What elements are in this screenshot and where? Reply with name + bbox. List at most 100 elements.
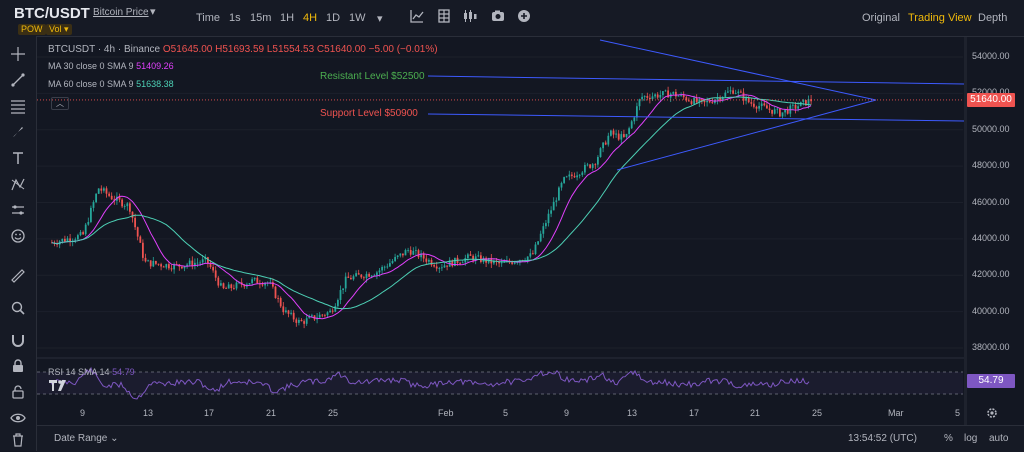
time-tick-label: 17 — [689, 408, 700, 418]
pattern-icon[interactable] — [10, 176, 26, 192]
triangle-lower-line — [616, 99, 877, 171]
legend-change: −5.00 (−0.01%) — [368, 44, 438, 55]
price-chart[interactable] — [37, 37, 967, 425]
timeframe-1s[interactable]: 1s — [229, 12, 241, 24]
candle-body — [708, 100, 711, 103]
ma30-legend[interactable]: MA 30 close 0 SMA 9 51409.26 — [48, 61, 174, 71]
eye-icon[interactable] — [10, 410, 26, 426]
candle-body — [672, 91, 675, 94]
utc-clock[interactable]: 13:54:52 (UTC) — [848, 433, 917, 444]
candle-body — [165, 264, 168, 268]
timeframe-1h[interactable]: 1H — [280, 12, 295, 24]
percent-toggle[interactable]: % — [944, 433, 953, 444]
indicators-icon[interactable] — [410, 9, 424, 23]
ruler-icon[interactable] — [10, 268, 26, 284]
emoji-icon[interactable] — [10, 228, 26, 244]
candle-body — [103, 188, 105, 191]
rsi-label: RSI 14 SMA 14 — [48, 367, 110, 377]
symbol-dropdown-icon[interactable]: ▾ — [150, 6, 156, 18]
rsi-legend[interactable]: RSI 14 SMA 14 54.79 — [48, 367, 135, 377]
candle-body — [428, 259, 430, 262]
view-original[interactable]: Original — [862, 12, 900, 24]
candle-body — [589, 164, 591, 168]
symbol-title[interactable]: BTC/USDT — [14, 5, 90, 22]
ma30-label: MA 30 close 0 SMA 9 — [48, 61, 134, 71]
candle-body — [797, 106, 799, 109]
candle-body — [95, 193, 97, 203]
drawing-toolbar — [0, 36, 37, 451]
candle-body — [633, 117, 636, 122]
add-icon[interactable] — [517, 9, 531, 23]
candle-body — [443, 265, 446, 268]
time-tick-label: 21 — [266, 408, 277, 418]
log-toggle[interactable]: log — [964, 433, 978, 444]
candle-body — [537, 241, 539, 245]
timeframe-15m[interactable]: 15m — [250, 12, 272, 24]
candle-body — [472, 255, 474, 261]
timeframe-time[interactable]: Time — [196, 12, 221, 24]
candle-body — [136, 227, 139, 237]
settings-icon[interactable] — [985, 406, 999, 420]
price-tick-label: 52000.00 — [972, 87, 1010, 97]
candle-body — [532, 253, 534, 255]
brush-icon[interactable] — [10, 124, 26, 140]
crosshair-icon[interactable] — [10, 46, 26, 62]
trendline-icon[interactable] — [10, 72, 26, 88]
candle-body — [225, 288, 227, 289]
candle-body — [638, 99, 641, 107]
zoom-icon[interactable] — [10, 300, 26, 316]
candle-body — [105, 188, 108, 194]
candle-body — [188, 260, 191, 265]
candle-body — [703, 100, 706, 103]
time-tick-label: 25 — [328, 408, 339, 418]
support-label: Support Level $50900 — [320, 108, 418, 119]
candle-body — [745, 97, 747, 101]
timeframe-1w[interactable]: 1W — [349, 12, 366, 24]
collapse-legend-icon[interactable]: ︿ — [51, 97, 69, 110]
time-tick-label: 9 — [564, 408, 570, 418]
candle-body — [594, 164, 597, 166]
legend-title: BTCUSDT · 4h · Binance — [48, 44, 161, 55]
candle-body — [222, 283, 225, 289]
timeframe-1d[interactable]: 1D — [326, 12, 341, 24]
view-depth[interactable]: Depth — [978, 12, 1008, 24]
prediction-icon[interactable] — [10, 202, 26, 218]
screenshot-icon[interactable] — [491, 9, 505, 23]
candle-type-icon[interactable] — [463, 9, 477, 23]
layout-icon[interactable] — [437, 9, 451, 23]
candle-body — [342, 288, 344, 291]
candle-body — [711, 102, 714, 104]
auto-toggle[interactable]: auto — [989, 433, 1009, 444]
candle-body — [383, 266, 386, 268]
candle-body — [186, 264, 188, 267]
view-trading-view[interactable]: Trading View — [908, 12, 972, 24]
triangle-upper-line — [599, 39, 877, 101]
rsi-value-label: 54.79 — [967, 374, 1015, 388]
symbol-name-link[interactable]: Bitcoin Price — [93, 7, 149, 18]
timeframe-4h[interactable]: 4H — [303, 12, 318, 24]
candle-body — [399, 253, 402, 256]
more-timeframes-icon[interactable]: ▾ — [377, 13, 383, 25]
candle-body — [121, 199, 123, 207]
date-range-dropdown[interactable]: Date Range ⌄ — [54, 433, 119, 444]
price-tick-label: 46000.00 — [972, 196, 1010, 207]
candle-body — [552, 201, 555, 211]
candle-body — [623, 134, 625, 137]
candle-body — [82, 232, 84, 235]
ma60-legend[interactable]: MA 60 close 0 SMA 9 51638.38 — [48, 79, 174, 89]
lock-icon[interactable] — [10, 358, 26, 374]
lock-icon[interactable] — [10, 384, 26, 400]
candle-body — [612, 130, 615, 135]
magnet-icon[interactable] — [10, 332, 26, 348]
candle-body — [422, 253, 425, 259]
trash-icon[interactable] — [10, 432, 26, 448]
candle-body — [196, 262, 199, 264]
candle-body — [604, 142, 607, 145]
candle-body — [407, 250, 409, 251]
candle-body — [134, 217, 136, 228]
tag-vol[interactable]: Vol ▾ — [46, 24, 72, 35]
time-tick-label: 13 — [627, 408, 638, 418]
candle-body — [378, 270, 381, 273]
text-icon[interactable] — [10, 150, 26, 166]
fib-icon[interactable] — [10, 98, 26, 114]
